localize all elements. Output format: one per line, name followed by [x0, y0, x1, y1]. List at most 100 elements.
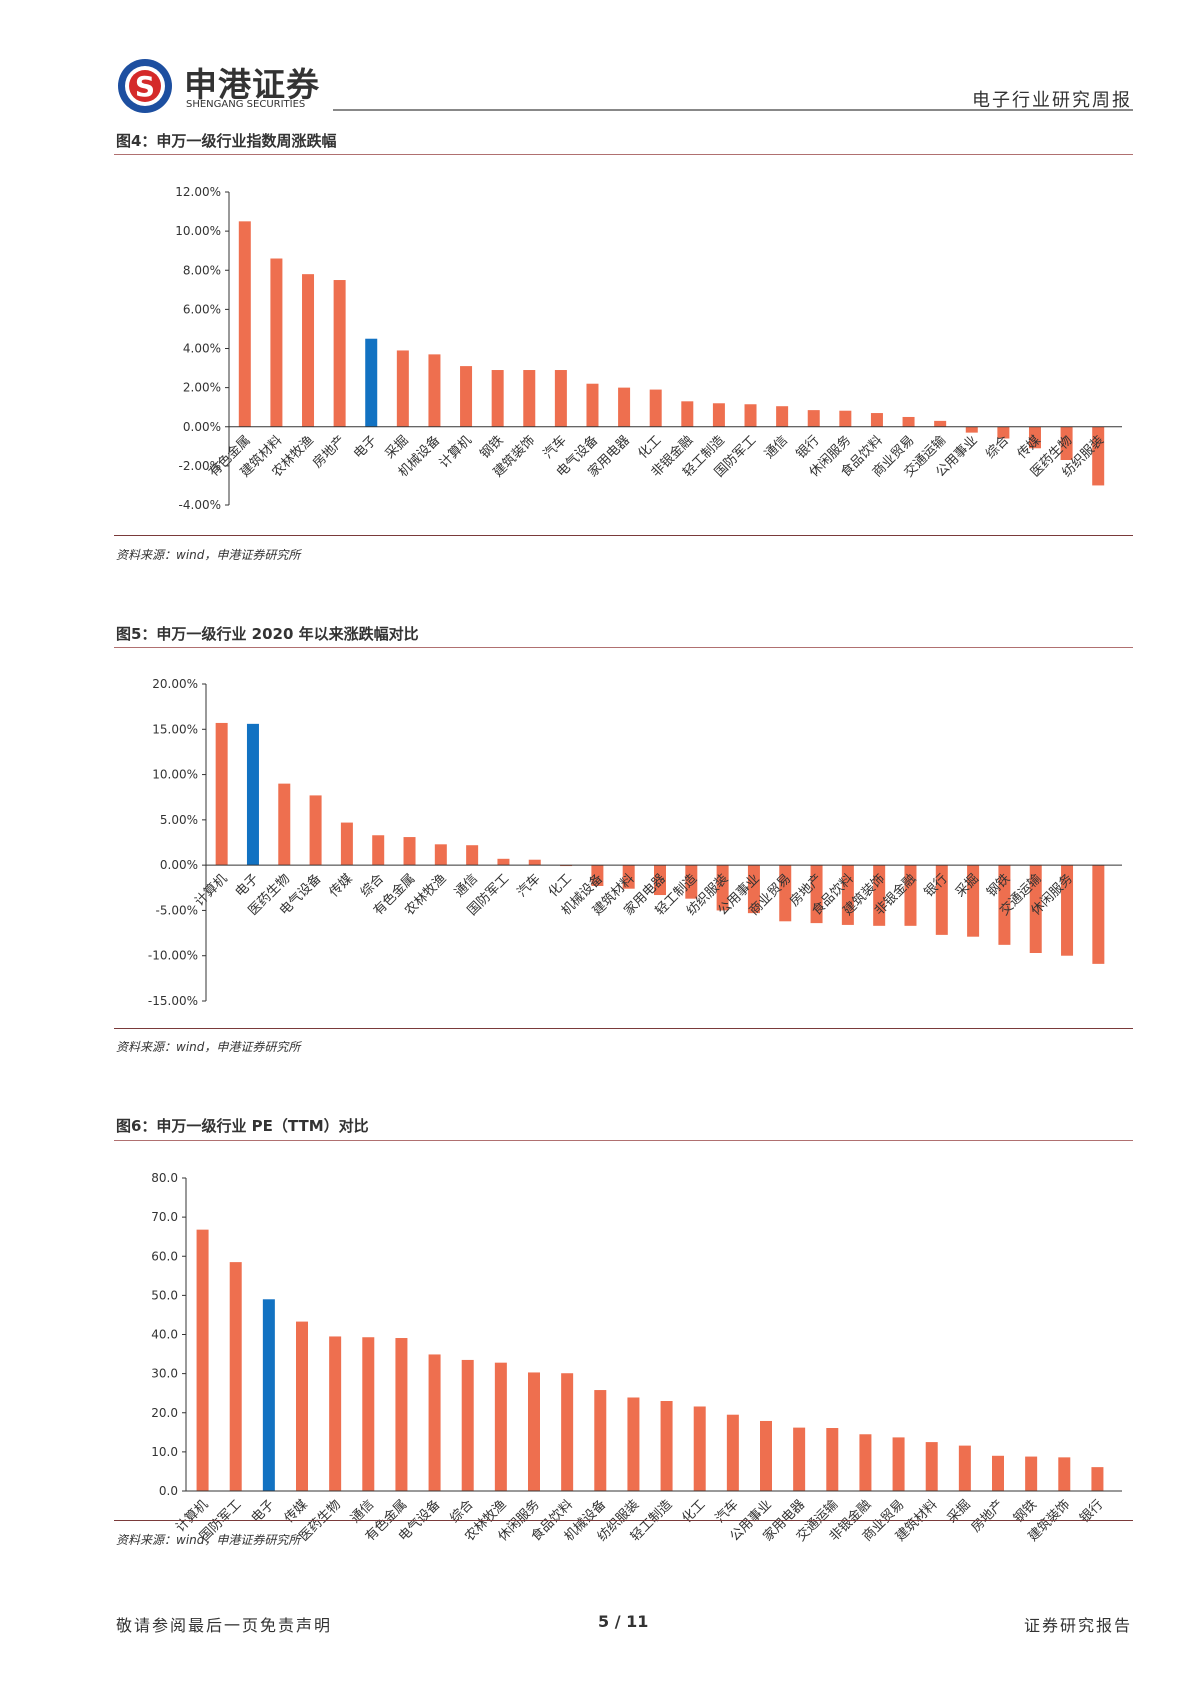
x-category-label: 计算机: [192, 871, 230, 909]
bar-建筑材料: [925, 1442, 938, 1491]
bar-综合: [997, 426, 1010, 439]
bar-钢铁: [998, 865, 1011, 945]
figure-5-title: 图5：申万一级行业 2020 年以来涨跌幅对比: [116, 625, 419, 643]
bar-医药生物: [329, 1336, 342, 1491]
y-tick-label: 6.00%: [183, 302, 221, 316]
x-category-label: 传媒: [282, 1497, 311, 1526]
y-tick-label: 50.0: [151, 1288, 178, 1302]
bar-银行: [1091, 1467, 1104, 1491]
bar-汽车: [528, 859, 541, 866]
bar-家用电器: [654, 865, 666, 896]
bar-计算机: [196, 1229, 209, 1491]
y-tick-label: 10.0: [151, 1445, 178, 1459]
x-category-label: 银行: [1077, 1497, 1106, 1526]
company-name: 申港证券: [184, 65, 320, 104]
header-divider: [333, 109, 1133, 111]
bar-汽车: [554, 370, 567, 427]
y-tick-label: -4.00%: [179, 498, 221, 512]
company-logo-icon: S: [118, 59, 172, 113]
footer-report-label: 证券研究报告: [1023, 1616, 1132, 1635]
figure-6-top-rule: [114, 1140, 1133, 1141]
bar-农林牧渔: [434, 844, 447, 866]
y-tick-label: -10.00%: [148, 949, 198, 963]
figure-6-title: 图6：申万一级行业 PE（TTM）对比: [116, 1117, 369, 1135]
x-category-label: 电子: [351, 433, 380, 462]
x-category-label: 计算机: [437, 433, 475, 471]
page-header: S 申港证券 SHENGANG SECURITIES 电子行业研究周报: [0, 0, 1200, 120]
x-category-label: 采掘: [945, 1497, 974, 1526]
y-tick-label: 80.0: [151, 1171, 178, 1185]
bar-非银金融: [859, 1434, 872, 1491]
bar-农林牧渔: [494, 1362, 507, 1491]
y-tick-label: 0.0: [159, 1484, 178, 1498]
x-category-label: 汽车: [514, 871, 544, 901]
bar-机械设备: [428, 354, 441, 427]
x-category-label: 通信: [762, 433, 791, 462]
bar-通信: [466, 845, 479, 866]
bar-建筑装饰: [1058, 1457, 1071, 1491]
footer-disclaimer: 敬请参阅最后一页免责声明: [116, 1616, 333, 1635]
bar-公用事业: [965, 426, 978, 433]
bar-食品饮料: [841, 865, 854, 925]
bar-农林牧渔: [302, 274, 315, 427]
bar-国防军工: [497, 858, 510, 866]
bar-电子: [262, 1299, 275, 1491]
bar-建筑材料: [622, 865, 635, 889]
bar-交通运输: [934, 420, 947, 427]
y-tick-label: 10.00%: [175, 224, 221, 238]
y-tick-label: -2.00%: [179, 459, 221, 473]
figure-6-source: 资料来源：wind，申港证券研究所: [116, 1533, 301, 1547]
y-tick-label: -15.00%: [148, 994, 198, 1008]
x-category-label: 汽车: [712, 1497, 742, 1527]
y-tick-label: 70.0: [151, 1210, 178, 1224]
bar-item-28: [1092, 865, 1105, 964]
bar-钢铁: [1025, 1456, 1038, 1491]
bar-通信: [776, 406, 789, 427]
x-category-label: 综合: [448, 1497, 477, 1526]
chart-pe-ttm: 80.070.060.050.040.030.020.010.00.0计算机国防…: [151, 1171, 1122, 1545]
bar-传媒: [1028, 426, 1041, 449]
x-category-label: 通信: [348, 1497, 377, 1526]
x-category-label: 钢铁: [1011, 1497, 1040, 1526]
bar-有色金属: [395, 1338, 408, 1491]
bar-家用电器: [793, 1427, 806, 1491]
bar-建筑材料: [270, 258, 283, 427]
y-tick-label: 0.00%: [160, 858, 198, 872]
x-category-label: 电子: [249, 1497, 278, 1526]
logo-letter: S: [135, 70, 155, 103]
bar-采掘: [958, 1445, 971, 1491]
y-tick-label: 20.0: [151, 1406, 178, 1420]
y-tick-label: 20.00%: [152, 677, 198, 691]
bar-房地产: [810, 865, 823, 924]
bar-国防军工: [229, 1262, 242, 1491]
bar-电气设备: [428, 1354, 441, 1491]
bar-休闲服务: [839, 410, 852, 427]
bar-房地产: [333, 280, 346, 427]
bar-轻工制造: [685, 865, 698, 899]
bar-钢铁: [491, 370, 504, 427]
bar-非银金融: [681, 401, 694, 427]
bar-计算机: [215, 722, 228, 866]
bar-传媒: [296, 1321, 308, 1491]
bar-银行: [935, 865, 948, 935]
x-category-label: 化工: [680, 1497, 709, 1526]
bar-食品饮料: [870, 413, 883, 427]
bar-公用事业: [760, 1420, 772, 1491]
bar-建筑装饰: [873, 865, 886, 926]
bar-电子: [365, 338, 378, 427]
bar-电气设备: [586, 383, 599, 427]
figure-4-source: 资料来源：wind，申港证券研究所: [116, 548, 301, 562]
bar-化工: [693, 1406, 706, 1491]
bar-化工: [649, 389, 662, 427]
bar-商业贸易: [892, 1437, 905, 1491]
y-tick-label: 12.00%: [175, 185, 221, 199]
x-category-label: 传媒: [327, 871, 356, 900]
figure-4-bottom-rule: [114, 535, 1133, 536]
y-tick-label: 15.00%: [152, 722, 198, 736]
figure-5-bottom-rule: [114, 1028, 1133, 1029]
bar-非银金融: [904, 865, 917, 926]
report-type: 电子行业研究周报: [972, 90, 1132, 111]
y-tick-label: -5.00%: [156, 903, 198, 917]
bar-家用电器: [618, 387, 631, 427]
bar-医药生物: [278, 783, 291, 866]
